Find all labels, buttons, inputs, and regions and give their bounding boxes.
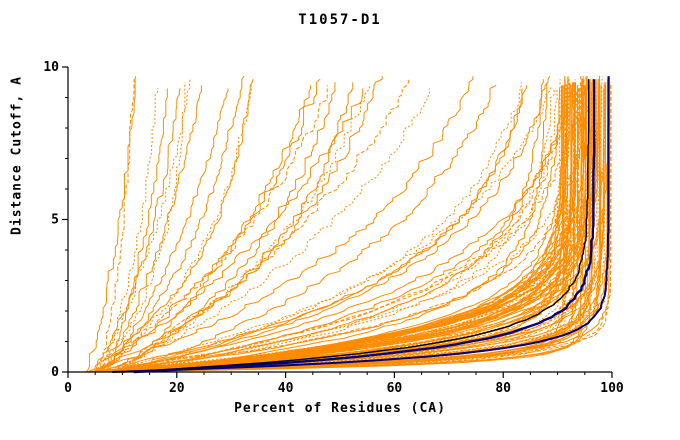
model-curve [124,82,336,372]
highlight-curve [133,79,596,374]
y-tick-label: 10 [43,60,59,75]
model-curve [106,82,594,373]
model-curve [93,76,611,373]
model-curve [119,82,548,373]
y-tick-label: 0 [51,365,59,380]
model-curve [113,79,576,373]
model-curve [93,88,181,373]
model-curve [111,85,600,373]
highlight-curve [112,76,610,373]
model-curve [89,76,569,373]
model-curve [108,76,584,373]
model-curve [97,88,580,373]
model-curve [122,84,497,373]
model-curve [99,82,576,373]
x-tick-label: 0 [64,381,72,396]
x-tick-label: 60 [387,381,403,396]
model-curve [105,76,569,373]
model-curve [104,88,523,373]
chart-title: T1057-D1 [298,12,382,28]
model-curve [108,79,410,373]
model-curve [99,85,328,373]
model-curve [121,85,311,372]
model-curve [85,76,137,373]
model-curve [109,79,594,373]
model-curve [89,79,585,373]
model-curve [94,88,364,373]
model-curve [94,82,605,373]
highlight-curve [123,79,590,373]
model-curve [104,88,168,373]
model-curve [101,82,252,373]
model-curve [102,79,570,373]
model-curve [96,78,321,372]
model-curve [85,82,593,373]
model-curve [100,76,609,373]
model-curve [103,85,575,373]
model-curve [93,85,578,373]
model-curve [116,88,555,373]
model-curve [107,82,571,373]
model-curve [95,85,565,373]
model-curve [95,79,191,373]
model-curve [86,79,598,373]
model-curve [98,88,159,373]
model-curve [103,75,245,372]
x-axis-label: Percent of Residues (CA) [234,401,446,416]
model-curve [85,76,583,373]
model-curve [93,85,606,373]
model-curve [85,85,612,373]
model-curve [94,76,587,373]
model-curve [117,75,551,373]
x-tick-label: 20 [169,381,185,396]
model-curve [115,88,558,373]
model-curve [89,79,583,373]
y-axis-label: Distance Cutoff, A [9,76,25,235]
model-curve [105,79,544,373]
model-curve [93,76,474,373]
model-curve [87,79,254,373]
x-tick-label: 100 [600,381,624,396]
model-curve [92,82,567,373]
model-curve [100,82,582,373]
model-curve [106,82,571,373]
model-curve [97,79,135,373]
model-curve [87,88,560,373]
model-curve [103,85,202,373]
model-curve [116,85,578,373]
model-curve [106,88,229,373]
x-tick-label: 80 [495,381,511,396]
x-tick-label: 40 [278,381,294,396]
y-tick-label: 5 [51,213,59,228]
model-curve [117,85,371,373]
model-curve [115,82,522,373]
model-curve [90,79,566,373]
model-curve [90,88,605,373]
model-curve [115,85,582,373]
model-curve [113,88,430,373]
